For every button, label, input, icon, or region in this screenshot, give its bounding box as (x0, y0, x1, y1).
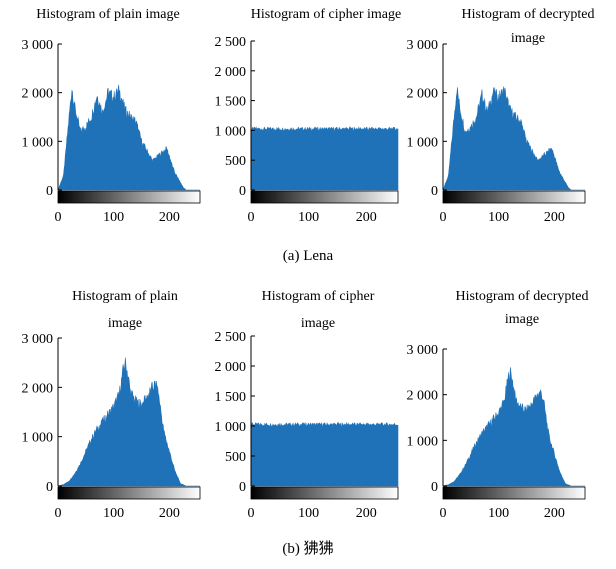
y-tick-label: 2 000 (407, 87, 439, 102)
gray-colorbar (442, 486, 586, 500)
y-tick-label: 2 000 (215, 360, 247, 375)
histogram-area (57, 84, 200, 191)
y-tick-label: 2 500 (215, 330, 247, 345)
y-tick-label: 1 500 (215, 95, 247, 110)
chart-title-line: image (108, 316, 142, 331)
y-tick-label: 1 000 (22, 135, 54, 150)
y-tick-label: 1 000 (22, 431, 54, 446)
chart-title-line: Histogram of plain (72, 289, 178, 304)
x-tick-label: 200 (544, 506, 565, 521)
chart-title: Histogram of cipher image (251, 7, 401, 22)
y-tick-label: 3 000 (407, 343, 439, 358)
y-tick-label: 2 000 (407, 389, 439, 404)
y-tick-label: 0 (431, 480, 438, 495)
y-tick-label: 2 000 (22, 87, 54, 102)
x-tick-label: 200 (159, 210, 180, 225)
gray-colorbar (57, 190, 201, 204)
gray-colorbar (250, 486, 399, 500)
chart-title-line: image (301, 316, 335, 331)
y-tick-label: 0 (239, 480, 246, 495)
caption-baboon: (b) 狒狒 (282, 540, 333, 557)
y-tick-label: 3 000 (22, 332, 54, 347)
x-tick-label: 100 (103, 210, 124, 225)
histogram-area (57, 357, 200, 487)
x-tick-label: 0 (440, 210, 447, 225)
chart-title-line: Histogram of decrypted (462, 7, 595, 22)
y-tick-label: 0 (46, 184, 53, 199)
y-tick-label: 2 000 (215, 65, 247, 80)
x-tick-label: 100 (488, 506, 509, 521)
caption-lena: (a) Lena (283, 248, 334, 264)
chart-title-line: image (505, 312, 539, 327)
y-tick-label: 500 (225, 450, 246, 465)
x-tick-label: 200 (544, 210, 565, 225)
histogram-panel-1: Histogram of plain image 0 1 000 2 000 3 000… (22, 7, 201, 225)
x-tick-label: 0 (55, 210, 62, 225)
x-tick-label: 200 (356, 210, 377, 225)
histogram-panel-6: Histogram of decrypted image 0 1 000 2 000 3 … (407, 289, 589, 521)
gray-colorbar (57, 486, 201, 500)
x-tick-label: 200 (159, 506, 180, 521)
histogram-area (442, 367, 585, 487)
y-tick-label: 0 (46, 480, 53, 495)
histogram-area (250, 126, 399, 191)
chart-title-line: image (511, 31, 545, 46)
chart-title-line: Histogram of cipher (262, 289, 375, 304)
gray-colorbar (442, 190, 586, 204)
chart-title: Histogram of plain image (36, 7, 179, 22)
x-tick-label: 0 (440, 506, 447, 521)
x-tick-label: 0 (248, 210, 255, 225)
y-tick-label: 2 500 (215, 35, 247, 50)
x-tick-label: 100 (488, 210, 509, 225)
chart-title-line: Histogram of decrypted (456, 289, 589, 304)
y-tick-label: 1 500 (215, 390, 247, 405)
y-tick-label: 0 (431, 184, 438, 199)
x-tick-label: 100 (103, 506, 124, 521)
histogram-panel-2: Histogram of cipher image 0 500 1 000 1 500 2… (215, 7, 402, 225)
x-tick-label: 0 (248, 506, 255, 521)
histogram-area (442, 86, 585, 191)
y-tick-label: 1 000 (407, 434, 439, 449)
histogram-panel-5: Histogram of cipher image 0 500 1 000 1 500 2 … (215, 289, 399, 521)
y-tick-label: 3 000 (22, 38, 54, 53)
x-tick-label: 100 (298, 506, 319, 521)
histogram-panel-3: Histogram of decrypted image 0 1 000 2 000 3 … (407, 7, 595, 225)
x-tick-label: 100 (298, 210, 319, 225)
histogram-area (250, 421, 399, 487)
y-tick-label: 1 000 (407, 135, 439, 150)
histogram-panel-4: Histogram of plain image 0 1 000 2 000 3 000 0… (22, 289, 201, 521)
x-tick-label: 0 (55, 506, 62, 521)
y-tick-label: 3 000 (407, 38, 439, 53)
y-tick-label: 2 000 (22, 381, 54, 396)
y-tick-label: 0 (239, 184, 246, 199)
y-tick-label: 1 000 (215, 420, 247, 435)
y-tick-label: 500 (225, 154, 246, 169)
x-tick-label: 200 (356, 506, 377, 521)
y-tick-label: 1 000 (215, 124, 247, 139)
gray-colorbar (250, 190, 399, 204)
